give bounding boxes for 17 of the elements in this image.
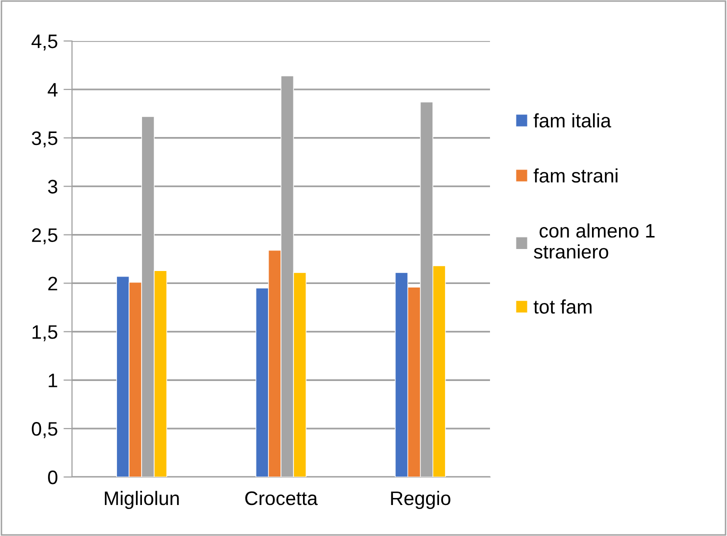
y-tick-label: 1,5: [32, 325, 58, 342]
y-tick-label: 0,5: [32, 422, 58, 438]
y-tick-label: 2: [48, 276, 58, 290]
legend-label: tot fam: [534, 299, 592, 314]
x-tick-label: Reggio: [391, 490, 450, 510]
legend-label: fam italia: [534, 113, 612, 128]
x-tick-label: Crocetta: [245, 491, 318, 506]
legend-label: con almeno 1 straniero: [534, 223, 655, 259]
y-tick-label: 0: [48, 470, 58, 484]
y-tick-label: 2,5: [32, 228, 58, 244]
y-tick-label: 4,5: [32, 34, 58, 51]
y-tick-label: 3: [48, 180, 58, 194]
y-tick-label: 3,5: [32, 131, 58, 148]
y-tick-label: 4: [48, 83, 58, 96]
legend-label: fam strani: [534, 168, 618, 183]
y-tick-label: 1: [48, 374, 58, 388]
x-tick-label: Migliolun: [104, 490, 179, 510]
